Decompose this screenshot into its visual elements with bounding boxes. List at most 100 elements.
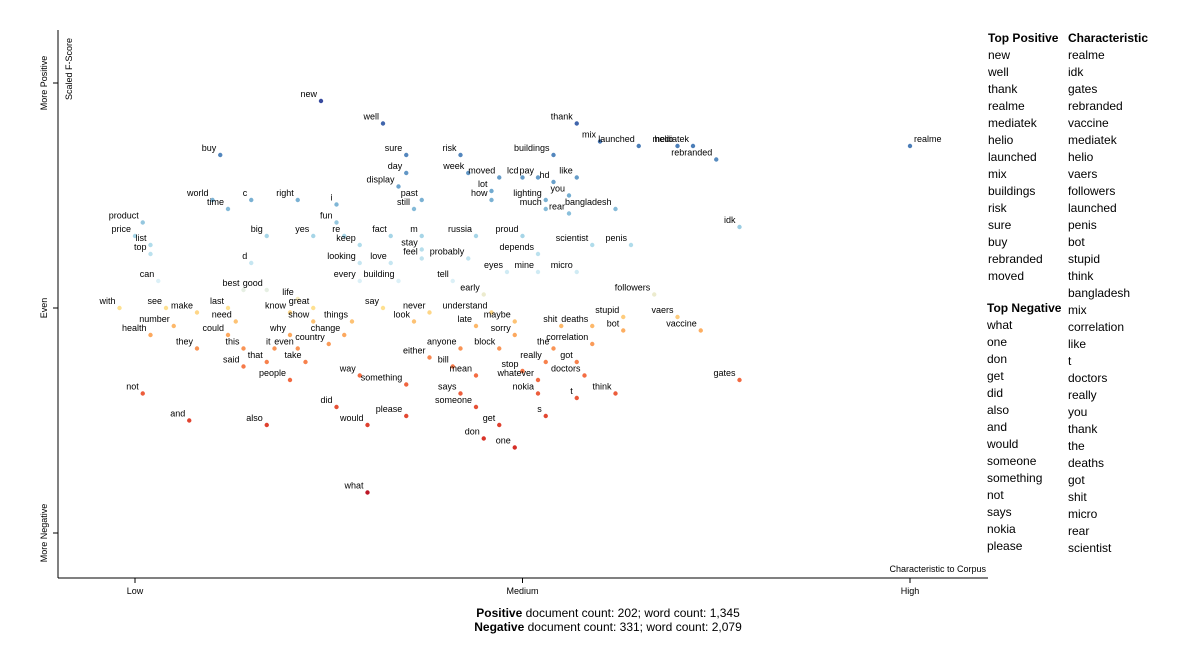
point-feel bbox=[419, 256, 424, 261]
point-label-stupid: stupid bbox=[595, 305, 619, 315]
point-best bbox=[241, 287, 246, 293]
point-label-helio: helio bbox=[654, 134, 673, 144]
characteristic-item[interactable]: scientist bbox=[1068, 541, 1112, 555]
point-fun bbox=[334, 220, 339, 225]
characteristic-item[interactable]: deaths bbox=[1068, 456, 1105, 470]
top-positive-item[interactable]: mediatek bbox=[988, 116, 1037, 130]
top-positive-item[interactable]: sure bbox=[988, 218, 1012, 232]
point-also bbox=[264, 422, 269, 428]
point-label-past: past bbox=[401, 188, 419, 198]
top-positive-item[interactable]: new bbox=[988, 48, 1011, 62]
point-label-d: d bbox=[242, 251, 247, 261]
point-change bbox=[342, 332, 347, 338]
characteristic-item[interactable]: penis bbox=[1068, 218, 1097, 232]
characteristic-item[interactable]: gates bbox=[1068, 82, 1098, 96]
point-label-m: m bbox=[410, 224, 418, 234]
top-negative-item[interactable]: someone bbox=[987, 454, 1037, 468]
top-positive-item[interactable]: realme bbox=[988, 99, 1025, 113]
point-top bbox=[148, 251, 153, 257]
characteristic-item[interactable]: followers bbox=[1068, 184, 1116, 198]
point-nokia bbox=[535, 391, 541, 396]
characteristic-item[interactable]: rebranded bbox=[1068, 99, 1123, 113]
point-re bbox=[342, 233, 347, 239]
top-negative-item[interactable]: did bbox=[987, 386, 1004, 400]
point-like bbox=[574, 175, 579, 180]
point-says bbox=[458, 391, 463, 396]
point-label-why: why bbox=[269, 323, 287, 333]
characteristic-item[interactable]: mediatek bbox=[1068, 133, 1117, 147]
characteristic-item[interactable]: stupid bbox=[1068, 252, 1101, 266]
point-label-fun: fun bbox=[320, 211, 333, 221]
characteristic-item[interactable]: you bbox=[1068, 405, 1088, 419]
point-label-maybe: maybe bbox=[484, 310, 511, 320]
characteristic-item[interactable]: mix bbox=[1068, 303, 1087, 317]
top-negative-item[interactable]: would bbox=[987, 437, 1019, 451]
top-positive-item[interactable]: well bbox=[988, 65, 1009, 79]
characteristic-item[interactable]: the bbox=[1068, 439, 1085, 453]
point-know bbox=[287, 310, 293, 315]
characteristic-item[interactable]: think bbox=[1068, 269, 1094, 283]
characteristic-item[interactable]: helio bbox=[1068, 150, 1094, 164]
top-negative-item[interactable]: please bbox=[987, 539, 1023, 553]
top-negative-item[interactable]: one bbox=[987, 335, 1008, 349]
characteristic-item[interactable]: doctors bbox=[1068, 371, 1108, 385]
characteristic-item[interactable]: bangladesh bbox=[1068, 286, 1131, 300]
point-every bbox=[357, 278, 362, 284]
top-negative-item[interactable]: get bbox=[987, 369, 1004, 383]
point-label-tell: tell bbox=[437, 269, 449, 279]
characteristic-item[interactable]: like bbox=[1068, 337, 1087, 351]
x-tick-label: Low bbox=[127, 586, 144, 596]
characteristic-item[interactable]: rear bbox=[1068, 524, 1090, 538]
top-negative-item[interactable]: not bbox=[987, 488, 1004, 502]
point-label-rebranded: rebranded bbox=[671, 148, 712, 158]
characteristic-item[interactable]: t bbox=[1068, 354, 1072, 368]
top-negative-item[interactable]: says bbox=[987, 505, 1012, 519]
top-positive-item[interactable]: risk bbox=[988, 201, 1007, 215]
characteristic-item[interactable]: bot bbox=[1068, 235, 1085, 249]
point-label-best: best bbox=[222, 278, 240, 288]
point-label-moved: moved bbox=[468, 166, 495, 176]
point-label-sure: sure bbox=[385, 143, 403, 153]
point-label-bot: bot bbox=[607, 319, 620, 329]
characteristic-item[interactable]: vaccine bbox=[1068, 116, 1109, 130]
top-positive-item[interactable]: moved bbox=[988, 269, 1025, 283]
top-positive-item[interactable]: buildings bbox=[988, 184, 1036, 198]
characteristic-item[interactable]: realme bbox=[1068, 48, 1105, 62]
point-it bbox=[272, 346, 277, 351]
characteristic-item[interactable]: launched bbox=[1068, 201, 1117, 215]
top-positive-item[interactable]: mix bbox=[988, 167, 1007, 181]
characteristic-item[interactable]: micro bbox=[1068, 507, 1098, 521]
point-label-one: one bbox=[496, 436, 511, 446]
top-negative-item[interactable]: something bbox=[987, 471, 1043, 485]
characteristic-item[interactable]: really bbox=[1068, 388, 1097, 402]
point-product bbox=[140, 220, 145, 225]
point-label-with: with bbox=[98, 296, 115, 306]
point-label-see: see bbox=[147, 296, 162, 306]
top-positive-item[interactable]: helio bbox=[988, 133, 1014, 147]
point-label-rear: rear bbox=[549, 202, 565, 212]
characteristic-item[interactable]: vaers bbox=[1068, 167, 1098, 181]
characteristic-item[interactable]: got bbox=[1068, 473, 1085, 487]
point-mine bbox=[535, 269, 541, 275]
point-you bbox=[566, 193, 572, 198]
top-positive-item[interactable]: buy bbox=[988, 235, 1008, 249]
top-negative-item[interactable]: what bbox=[987, 318, 1013, 332]
top-positive-item[interactable]: thank bbox=[988, 82, 1018, 96]
top-negative-item[interactable]: don bbox=[987, 352, 1008, 366]
characteristic-item[interactable]: thank bbox=[1068, 422, 1098, 436]
top-positive-item[interactable]: rebranded bbox=[988, 252, 1043, 266]
positive-stats: Positive document count: 202; word count… bbox=[476, 606, 740, 620]
characteristic-item[interactable]: shit bbox=[1068, 490, 1087, 504]
point-label-followers: followers bbox=[615, 283, 651, 293]
top-negative-item[interactable]: nokia bbox=[987, 522, 1016, 536]
top-positive-item[interactable]: launched bbox=[988, 150, 1037, 164]
point-gates bbox=[737, 377, 742, 383]
top-negative-item[interactable]: and bbox=[987, 420, 1008, 434]
point-s bbox=[543, 413, 548, 419]
point-label-you: you bbox=[550, 184, 565, 194]
characteristic-item[interactable]: idk bbox=[1068, 65, 1084, 79]
point-label-i: i bbox=[331, 193, 333, 203]
top-negative-item[interactable]: also bbox=[987, 403, 1010, 417]
point-label-big: big bbox=[251, 224, 263, 234]
characteristic-item[interactable]: correlation bbox=[1068, 320, 1125, 334]
